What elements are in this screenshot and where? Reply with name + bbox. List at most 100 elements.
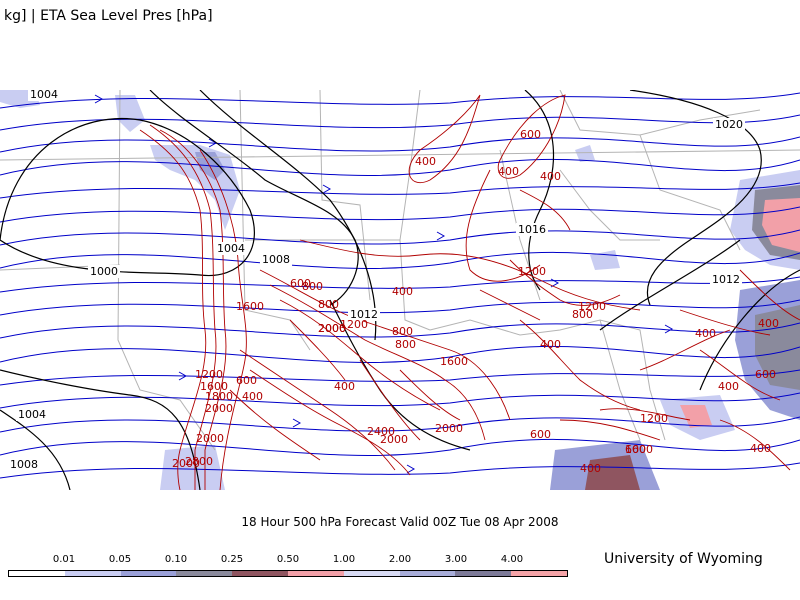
isobar-label: 1004 (30, 90, 58, 101)
thickness-label: 400 (415, 155, 436, 168)
political-borders (0, 90, 800, 451)
isobar-label: 1000 (90, 265, 118, 278)
thickness-label: 400 (540, 170, 561, 183)
precip-legend-bar (8, 570, 568, 577)
isobars (0, 90, 800, 490)
thickness-contours (139, 94, 800, 490)
thickness-label: 600 (236, 374, 257, 387)
map-canvas: 1004 1020 1016 1004 1000 1008 1012 1012 1004 1008… (0, 90, 800, 490)
legend-swatch (455, 571, 512, 576)
streamline (0, 276, 800, 293)
thickness-label: 400 (695, 327, 716, 340)
isobar-label-bg (516, 223, 548, 236)
streamline-arrow (178, 371, 188, 381)
thickness-label: 2000 (380, 433, 408, 446)
thickness-label: 2000 (435, 422, 463, 435)
streamline-arrow (94, 94, 104, 104)
thickness-label: 1200 (340, 318, 368, 331)
thickness-label: 800 (395, 338, 416, 351)
streamline-arrow (550, 278, 560, 288)
isobar-label-bg (348, 308, 380, 321)
legend-swatch (232, 571, 288, 576)
isobar-label: 1012 (350, 308, 378, 321)
streamline (0, 229, 800, 246)
thickness-label: 1200 (578, 300, 606, 313)
streamline (0, 206, 800, 223)
thickness-label: 2000 (318, 322, 346, 335)
streamline (0, 158, 800, 176)
thickness-label: 400 (718, 380, 739, 393)
thickness-label: 1600 (625, 443, 653, 456)
isobar-label: 1020 (715, 118, 743, 131)
legend-label: 0.25 (220, 554, 244, 565)
thickness-label: 2800 (185, 455, 213, 468)
streamline (0, 369, 800, 386)
streamline-arrow (406, 464, 416, 474)
streamline (0, 416, 800, 433)
map-title: kg] | ETA Sea Level Pres [hPa] (4, 8, 213, 24)
legend-label: 4.00 (500, 554, 524, 565)
thickness-label: 400 (758, 317, 779, 330)
streamline-arrow (292, 418, 302, 428)
legend-label: 3.00 (444, 554, 468, 565)
thickness-label: 1600 (200, 380, 228, 393)
legend-label: 1.00 (332, 554, 356, 565)
isobar-label: 1004 (18, 408, 46, 421)
streamline-arrow (436, 231, 446, 241)
thickness-label: 1600 (236, 300, 264, 313)
legend-label: 0.05 (108, 554, 132, 565)
thickness-label: 800 (302, 280, 323, 293)
isobar-label-bg (713, 118, 745, 131)
thickness-label: 1200 (195, 368, 223, 381)
streamline-arrow (322, 184, 332, 194)
precip-shading (0, 90, 800, 490)
thickness-label: 600 (625, 443, 646, 456)
isobar-label-bg (710, 273, 742, 286)
precip-area-small-2 (590, 250, 620, 270)
isobar-labels: 1004 1020 1016 1004 1000 1008 1012 1012 1004 1008 (8, 90, 745, 471)
thickness-label: 1600 (440, 355, 468, 368)
forecast-valid-time: 18 Hour 500 hPa Forecast Valid 00Z Tue 0… (241, 515, 559, 529)
streamlines (0, 92, 800, 479)
isobar-label-bg (88, 265, 120, 278)
legend-swatch (176, 571, 233, 576)
isobar-label: 1016 (518, 223, 546, 236)
streamline (0, 392, 800, 409)
streamline (0, 322, 800, 339)
forecast-map: 1004 1020 1016 1004 1000 1008 1012 1012 1004 1008… (0, 90, 800, 490)
thickness-label: 800 (572, 308, 593, 321)
thickness-label: 400 (334, 380, 355, 393)
isobar-label-bg (260, 253, 292, 266)
isobar-label-bg (16, 408, 48, 421)
streamline-arrow (664, 324, 674, 334)
thickness-label: 2000 (196, 432, 224, 445)
precip-area-northwest-2 (115, 95, 145, 132)
thickness-label: 400 (580, 462, 601, 475)
legend-swatch (120, 571, 177, 576)
thickness-label: 400 (498, 165, 519, 178)
legend-swatch (511, 571, 567, 576)
thickness-label: 1800 (205, 390, 233, 403)
streamline (0, 438, 800, 456)
thickness-label: 2000 (172, 457, 200, 470)
isobar-label: 1008 (262, 253, 290, 266)
legend-label: 2.00 (388, 554, 412, 565)
isobar-label: 1012 (712, 273, 740, 286)
precip-area-gulf-core (680, 405, 712, 428)
streamline (0, 345, 800, 363)
thickness-label: 400 (242, 390, 263, 403)
isobar-label-bg (8, 458, 40, 471)
streamline (0, 299, 800, 316)
precip-area-small-1 (575, 145, 595, 162)
legend-swatch (287, 571, 344, 576)
precip-legend-labels: 0.01 0.05 0.10 0.25 0.50 1.00 2.00 3.00 4.00 (8, 554, 568, 568)
thickness-label: 600 (290, 277, 311, 290)
legend-swatch (399, 571, 456, 576)
thickness-label: 1200 (518, 265, 546, 278)
precip-area-southeast-core (755, 305, 800, 390)
legend-swatch (343, 571, 400, 576)
streamline (0, 92, 800, 109)
streamline (0, 462, 800, 479)
thickness-label: 1200 (640, 412, 668, 425)
